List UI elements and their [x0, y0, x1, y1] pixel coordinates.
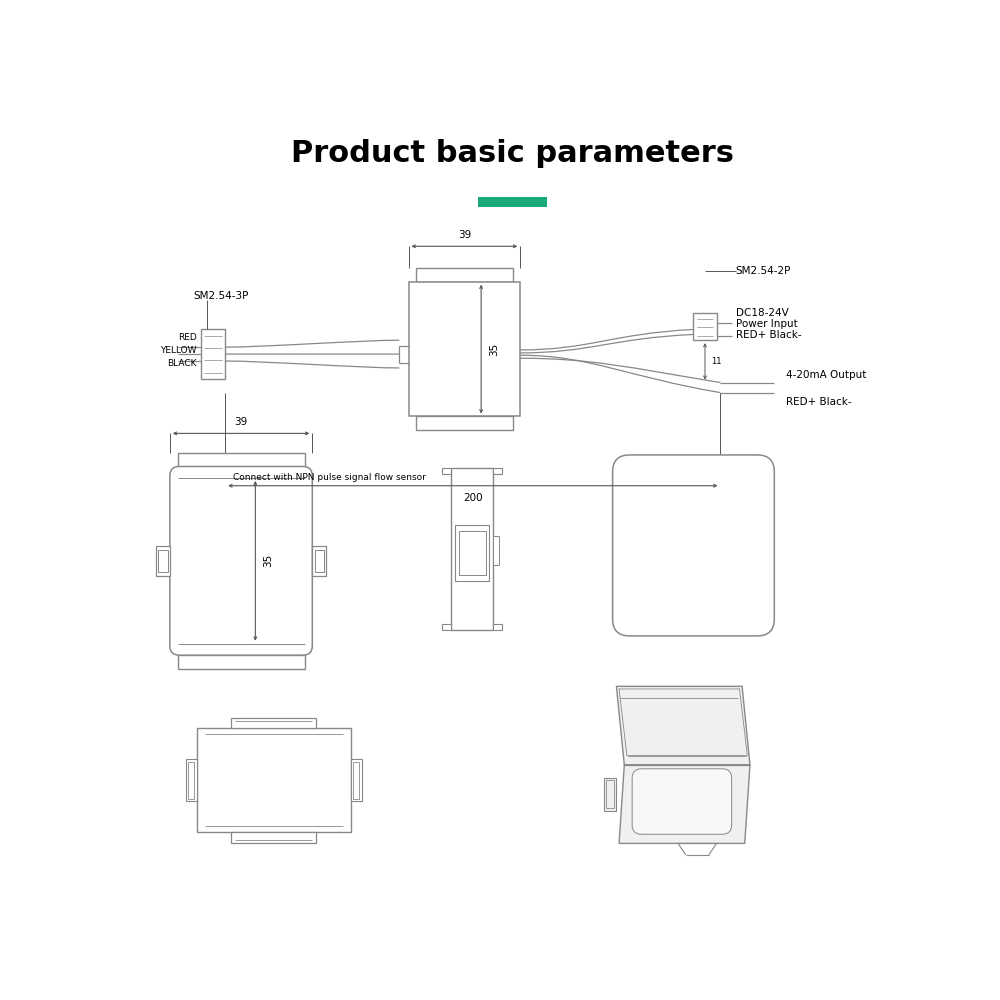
Bar	[478, 197, 547, 207]
Bar	[186, 759, 197, 801]
Text: Product basic parameters: Product basic parameters	[291, 139, 734, 168]
Text: Connect with NPN pulse signal flow sensor: Connect with NPN pulse signal flow senso…	[233, 473, 426, 482]
Bar	[201, 329, 225, 379]
Bar	[178, 655, 305, 669]
Bar	[231, 718, 316, 728]
Text: 200: 200	[463, 493, 483, 503]
Bar	[197, 728, 351, 832]
Text: Power Input: Power Input	[736, 319, 798, 329]
Bar	[409, 282, 520, 416]
Text: 35: 35	[489, 342, 499, 356]
Bar	[178, 453, 305, 466]
FancyBboxPatch shape	[632, 769, 732, 834]
FancyBboxPatch shape	[613, 455, 774, 636]
Text: RED+ Black-: RED+ Black-	[786, 397, 851, 407]
Text: BLACK: BLACK	[167, 359, 197, 368]
Bar	[351, 759, 362, 801]
Bar	[416, 416, 512, 430]
Polygon shape	[619, 765, 750, 843]
Bar	[606, 780, 614, 808]
Text: RED: RED	[178, 333, 197, 342]
FancyBboxPatch shape	[170, 466, 312, 655]
Bar	[416, 268, 512, 282]
Bar	[156, 546, 170, 576]
Text: SM2.54-2P: SM2.54-2P	[736, 266, 791, 276]
Bar	[459, 531, 486, 575]
Bar	[188, 762, 194, 799]
Text: SM2.54-3P: SM2.54-3P	[193, 291, 248, 301]
Text: 11: 11	[711, 357, 722, 366]
Bar	[158, 550, 168, 572]
Bar	[231, 832, 316, 843]
Bar	[493, 468, 502, 474]
Text: 39: 39	[458, 230, 471, 240]
Bar	[315, 550, 324, 572]
Text: YELLOW: YELLOW	[160, 346, 197, 355]
Bar	[604, 778, 616, 811]
Text: 39: 39	[234, 417, 248, 427]
Polygon shape	[616, 686, 750, 765]
Text: 4-20mA Output: 4-20mA Output	[786, 370, 866, 380]
Bar	[493, 624, 502, 630]
Text: RED+ Black-: RED+ Black-	[736, 330, 801, 340]
Bar	[455, 525, 489, 581]
Bar	[451, 468, 493, 630]
Bar	[693, 313, 717, 340]
Text: DC18-24V: DC18-24V	[736, 308, 789, 318]
Bar	[442, 624, 451, 630]
Bar	[312, 546, 326, 576]
Bar	[442, 468, 451, 474]
Bar	[353, 762, 359, 799]
Bar	[493, 536, 499, 565]
Text: 35: 35	[263, 554, 273, 567]
